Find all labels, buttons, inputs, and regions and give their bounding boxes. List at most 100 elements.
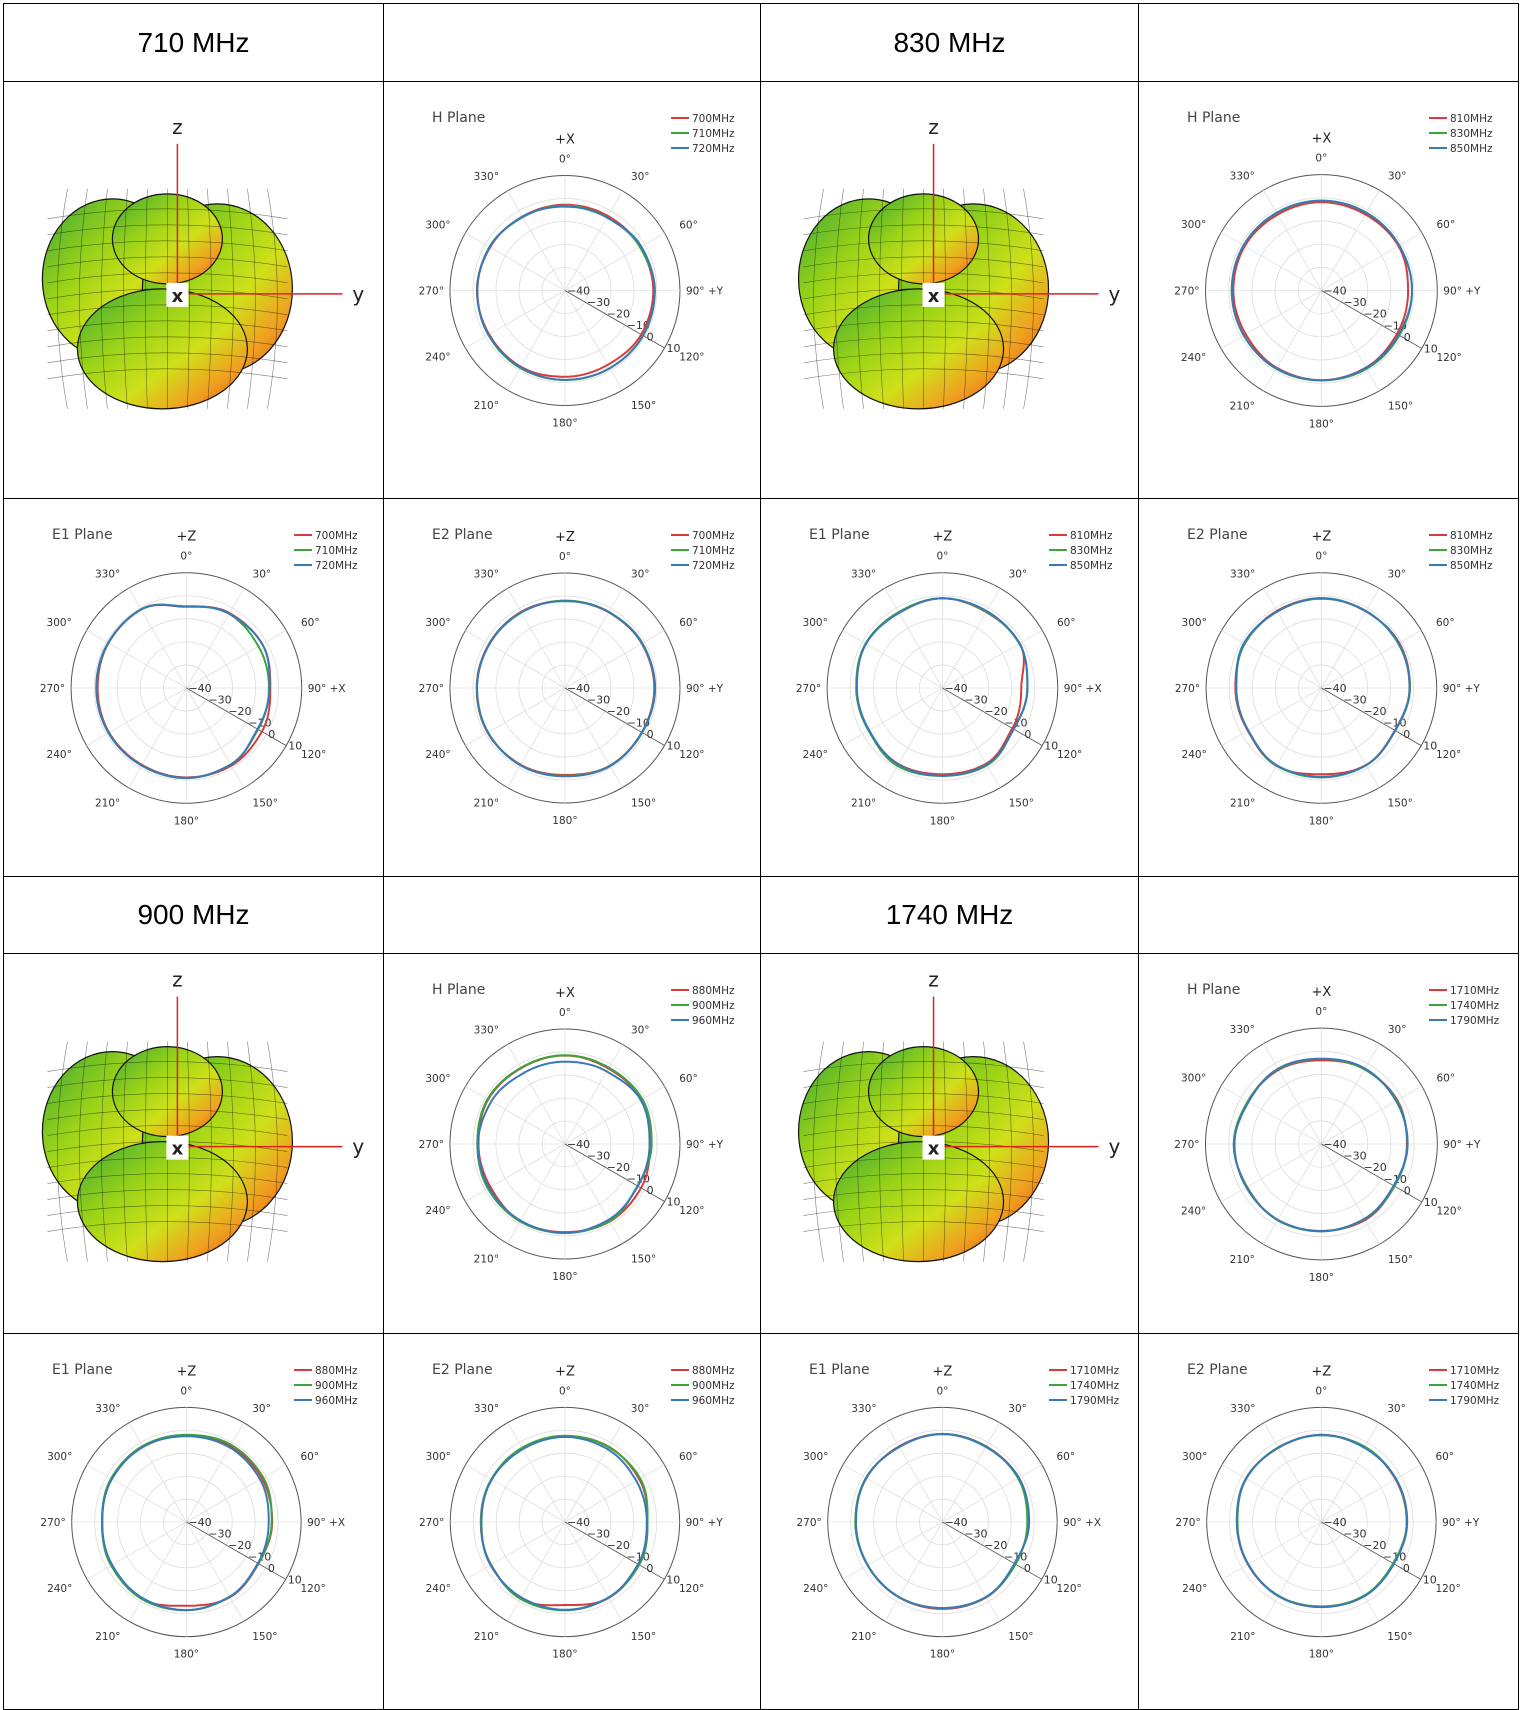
angle-label: 270° [419,1139,444,1151]
angle-label: 120° [1056,1583,1081,1595]
angle-label: 120° [679,749,704,761]
angle-label: 150° [631,1253,656,1265]
mesh-line [207,1041,212,1262]
mesh-line [47,1173,288,1184]
mesh-line [1023,188,1034,409]
legend-entry: 880MHz [315,1365,358,1377]
angle-label: 0° [559,1007,571,1019]
ring-label: 0 [268,1562,275,1575]
angle-label: 60° [1056,1451,1075,1463]
ring-label: −40 [1323,285,1346,298]
ring-label: −10 [1384,1173,1407,1186]
chart-title: E2 Plane [432,527,493,543]
chart-cell: z y x [3,953,384,1334]
angle-label: 30° [1388,568,1407,580]
angle-label: 270° [40,683,65,695]
ring-label: 10 [667,1195,681,1208]
polar-spoke [1321,189,1380,291]
mesh-line [835,188,844,409]
radial-axis [564,290,665,349]
ring-label: −30 [1343,296,1366,309]
angle-label: 60° [301,617,320,629]
ring-label: −40 [1323,682,1346,695]
x-axis-marker [166,1135,189,1160]
chart-cell: −40 −30 −20 −10 0 10 0° 30° 60° 90° +X 120° 150° 180… [3,1333,384,1710]
legend-entry: 1790MHz [1450,1395,1500,1407]
chart-title: E2 Plane [432,1362,493,1378]
angle-label: 150° [1388,1254,1413,1266]
mesh-line [983,1041,990,1262]
chart-title: H Plane [1187,982,1240,998]
top-axis-label: +Z [1311,530,1331,545]
angle-label: 30° [1008,1403,1027,1415]
radial-axis [942,687,1043,746]
legend-entry: 960MHz [692,1395,735,1407]
angle-label: 0° [180,551,192,563]
mesh-line [803,320,1044,332]
angle-label: 180° [174,1649,199,1661]
angle-label: 270° [1174,1139,1199,1151]
mesh-line [1003,188,1012,409]
ring-label: −30 [208,1527,231,1540]
polar-spoke [564,630,665,689]
legend-entry: 700MHz [692,113,735,125]
angle-label: 30° [631,1403,650,1415]
angle-label: 30° [631,569,650,581]
frequency-header-cell: 830 MHz [760,3,1139,82]
3d-pattern-2: z y x [797,115,1121,410]
chart-cell: z y x [3,81,384,499]
chart-cell: z y x [760,953,1139,1334]
chart-cell: −40 −30 −20 −10 0 10 0° 30° 60° 90° +Y 120° 150° 180… [383,498,761,877]
mesh-line [803,336,1044,348]
chart-cell: −40 −30 −20 −10 0 10 0° 30° 60° 90° +Y 120° 150° 180… [1138,1333,1519,1710]
angle-label: 60° [300,1451,319,1463]
angle-label: 270° [419,286,444,298]
angle-label: 210° [95,1631,120,1643]
polar-spoke [1220,1143,1322,1203]
chart-title: H Plane [1187,110,1240,126]
legend-entry: 1710MHz [1450,985,1500,997]
legend-entry: 720MHz [315,560,358,572]
angle-label: 300° [425,617,450,629]
legend-entry: 1790MHz [1070,1395,1120,1407]
mesh-line [57,188,68,409]
legend-entry: 720MHz [692,143,735,155]
polar-spoke [1321,1521,1380,1622]
chart-title: H Plane [432,110,485,126]
chart-title: E1 Plane [809,527,870,543]
angle-label: 330° [95,568,120,580]
angle-label: 60° [1436,219,1455,231]
mesh-line [187,1041,190,1262]
legend-entry: 960MHz [692,1015,735,1027]
angle-label: 120° [1436,352,1461,364]
ring-label: −20 [607,307,630,320]
ring-label: −20 [1363,705,1386,718]
polar-spoke [942,587,1001,689]
legend-entry: 960MHz [315,1395,358,1407]
ring-label: −20 [1364,1161,1387,1174]
mesh-line [943,188,946,409]
mesh-line [267,188,278,409]
polar-spoke [465,232,566,291]
ring-label: −30 [964,1527,987,1540]
angle-label: 150° [631,400,656,412]
series-line-960MHz [101,1435,270,1612]
polar-spoke [564,1521,623,1622]
polar-spoke [507,687,566,788]
angle-label: 270° [419,683,444,695]
legend-entry: 700MHz [315,530,358,542]
x-axis-marker [922,1135,945,1160]
radial-axis [564,1143,665,1202]
chart-title: E2 Plane [1187,527,1248,543]
polar-spoke [884,1422,943,1523]
top-axis-label: +Z [933,530,953,545]
